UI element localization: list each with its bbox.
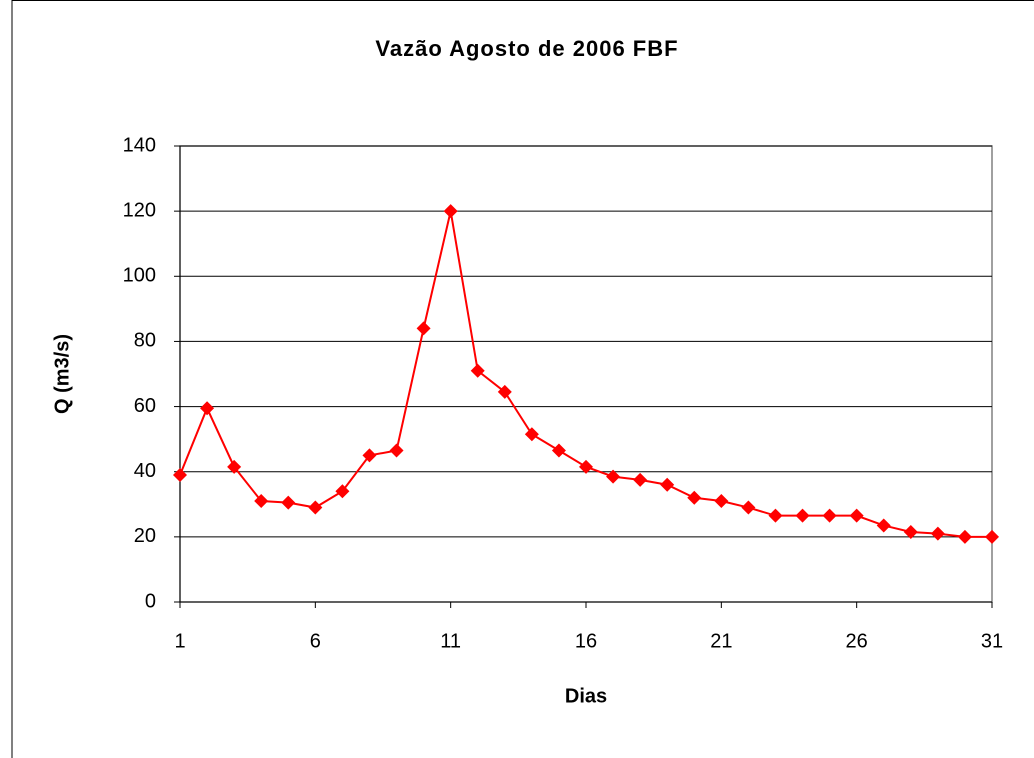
data-point [822,508,837,523]
data-point [497,384,512,399]
data-point [416,321,431,336]
y-tick-label: 40 [134,460,156,482]
data-point [876,518,891,533]
data-point [362,448,377,463]
x-tick-label: 6 [310,630,321,652]
data-point [551,443,566,458]
data-point [687,490,702,505]
x-axis-label: Dias [565,685,607,707]
plot-area [179,145,993,603]
data-point [957,529,972,544]
x-tick-label: 31 [981,630,1003,652]
y-tick-label: 20 [134,525,156,547]
data-point [741,500,756,515]
y-tick-label: 120 [123,199,156,221]
data-point [389,443,404,458]
data-point [254,494,269,509]
x-tick-label: 11 [440,630,461,652]
data-point [335,484,350,499]
data-point [173,467,187,482]
y-tick-label: 80 [134,330,156,352]
data-point [281,495,296,510]
data-point [227,459,242,474]
data-point [200,401,215,416]
data-point [768,508,783,523]
data-point [714,494,729,509]
data-point [579,459,593,474]
data-point [606,469,621,484]
y-tick-label: 0 [145,590,156,612]
data-point [903,524,918,539]
data-point [849,508,864,523]
x-tick-label: 26 [846,630,868,652]
x-tick-label: 16 [575,630,597,652]
x-tick-label: 21 [710,630,732,652]
data-point [470,363,485,378]
y-tick-label: 60 [134,395,156,417]
data-point [795,508,810,523]
data-point [443,204,458,219]
data-point [985,529,999,544]
y-tick-label: 100 [123,265,156,287]
data-point [633,472,648,487]
y-tick-label: 140 [123,134,156,156]
x-tick-label: 1 [174,630,185,652]
data-point [524,427,539,442]
y-axis-label: Q (m3/s) [51,334,73,414]
chart-title: Vazão Agosto de 2006 FBF [375,36,678,61]
data-point [308,500,323,515]
data-point [660,477,675,492]
data-point [930,526,945,541]
